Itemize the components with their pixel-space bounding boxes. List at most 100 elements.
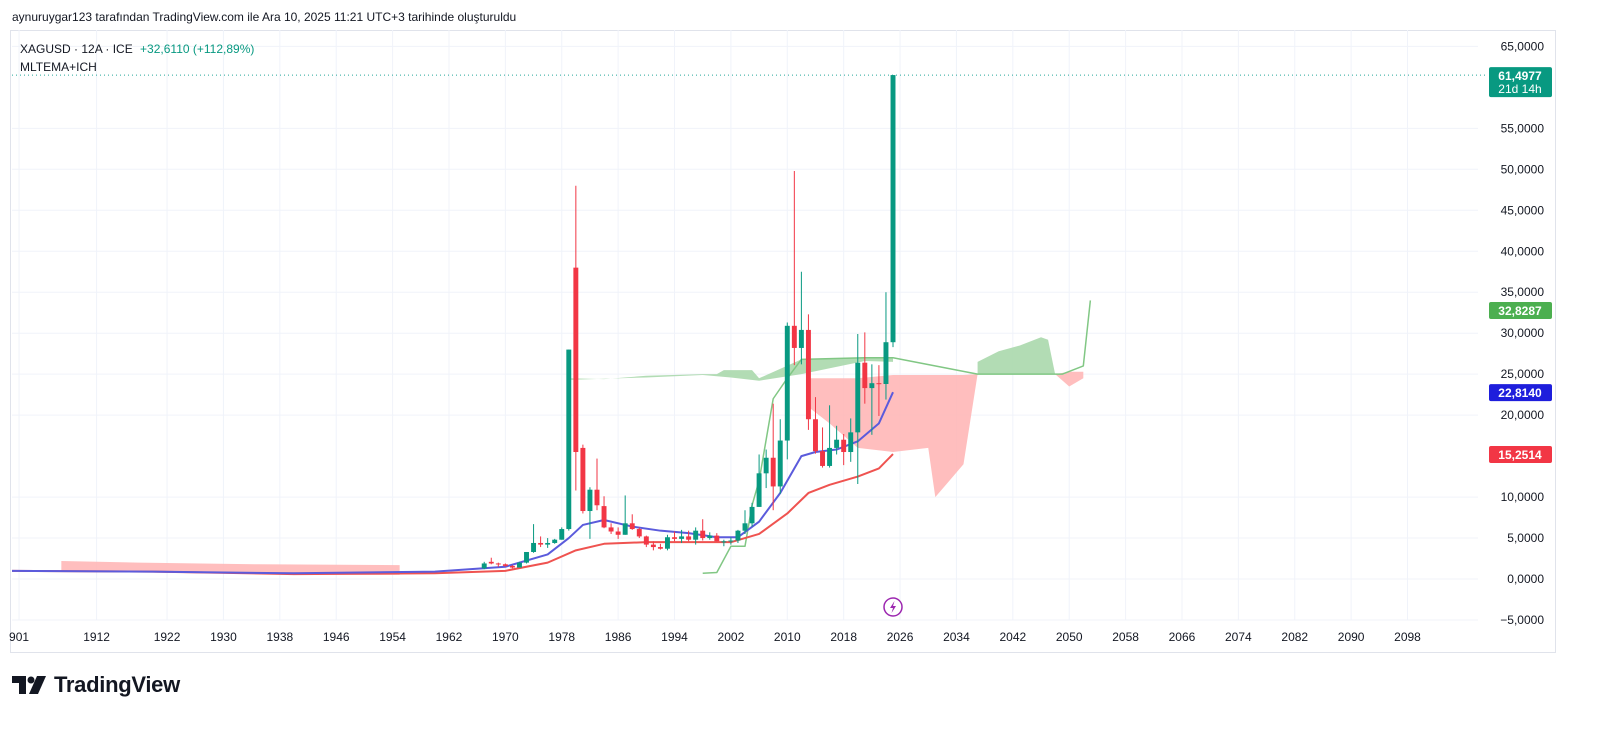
candle (735, 529, 741, 543)
candle (791, 170, 797, 366)
candle-body (784, 325, 790, 441)
candle (714, 533, 720, 542)
candle-body (728, 540, 734, 542)
candle-body (735, 530, 741, 541)
candle (643, 535, 649, 548)
x-tick-label: 2018 (830, 630, 857, 644)
y-tick-label: 25,0000 (1501, 367, 1545, 381)
x-tick-label: 1946 (323, 630, 350, 644)
candle-body (481, 563, 487, 569)
price-label-text: 15,2514 (1498, 448, 1542, 462)
candle-body (848, 432, 854, 453)
brand-name[interactable]: TradingView (54, 672, 180, 697)
candle-body (883, 342, 889, 384)
candle (876, 365, 882, 416)
candle (763, 449, 769, 489)
x-tick-label: 2058 (1112, 630, 1139, 644)
candle-body (587, 489, 593, 512)
candle-body (622, 523, 628, 535)
x-tick-label: 2098 (1394, 630, 1421, 644)
x-tick-label: 2026 (887, 630, 914, 644)
candle-body (488, 561, 494, 564)
indicator-label[interactable]: MLTEMA+ICH (20, 60, 97, 74)
candle (883, 292, 889, 400)
candle (813, 397, 818, 454)
x-tick-label: 1912 (83, 630, 110, 644)
candle-body (552, 539, 558, 543)
x-tick-label: 1954 (379, 630, 406, 644)
candle-body (827, 447, 833, 466)
y-tick-label: 50,0000 (1501, 162, 1545, 176)
candle-body (643, 536, 649, 545)
y-tick-label: 30,0000 (1501, 326, 1545, 340)
candle-body (798, 329, 804, 348)
candle-body (629, 523, 635, 530)
x-tick-label: 901 (9, 630, 29, 644)
candle (650, 541, 656, 551)
candle (728, 537, 734, 545)
bullish-cloud (568, 357, 894, 381)
candle (855, 334, 861, 484)
x-tick-label: 2090 (1338, 630, 1365, 644)
candle-body (813, 419, 818, 452)
candle (524, 551, 529, 564)
y-tick-label: 55,0000 (1501, 121, 1545, 135)
candle-body (531, 542, 537, 552)
x-tick-label: 1962 (436, 630, 463, 644)
candle (707, 532, 713, 540)
candle-body (672, 537, 677, 539)
y-tick-label: −5,0000 (1500, 613, 1544, 627)
candle-body (805, 329, 811, 420)
candle (721, 539, 727, 547)
candle-body (545, 542, 551, 545)
chart-caption: aynuruygar123 tarafından TradingView.com… (12, 10, 517, 24)
x-tick-label: 2042 (999, 630, 1026, 644)
price-label-bg (1489, 384, 1552, 402)
candle-body (862, 362, 868, 389)
candle-body (566, 349, 572, 530)
candle (622, 495, 628, 535)
y-tick-label: 45,0000 (1501, 203, 1545, 217)
candle-body (615, 531, 621, 535)
candle-body (742, 523, 748, 531)
price-label-bg (1489, 446, 1552, 464)
candle (594, 458, 600, 511)
y-tick-label: 20,0000 (1501, 408, 1545, 422)
candle (488, 557, 494, 565)
candle (587, 487, 593, 539)
candle (756, 454, 762, 507)
candle-body (700, 530, 706, 539)
candle (805, 314, 811, 430)
lightning-icon[interactable] (883, 597, 903, 617)
candle (580, 444, 586, 514)
candle-body (601, 506, 607, 528)
price-label-bg (1489, 67, 1552, 98)
candle (545, 538, 551, 548)
symbol-label[interactable]: XAGUSD · 12A · ICE (20, 42, 133, 56)
price-label-bg (1489, 302, 1552, 320)
candle-body (524, 551, 529, 563)
price-label: 15,2514 (1489, 446, 1552, 464)
candle-body (756, 473, 762, 507)
candle-body (791, 325, 797, 348)
candle (798, 271, 804, 365)
candle-body (665, 537, 670, 549)
candle-body (693, 530, 699, 540)
x-tick-label: 2010 (774, 630, 801, 644)
candle-body (636, 529, 642, 537)
candle (566, 349, 572, 531)
event-marker-bolt (890, 601, 897, 613)
x-tick-label: 1986 (605, 630, 632, 644)
candle (573, 185, 579, 491)
tradingview-logo-icon[interactable] (12, 676, 46, 694)
candles (481, 75, 896, 570)
bearish-cloud (808, 374, 978, 498)
candle-body (876, 383, 882, 385)
candle-body (777, 440, 783, 487)
candle (693, 527, 699, 545)
footer: TradingView (12, 672, 180, 698)
candle-body (855, 362, 861, 433)
x-tick-label: 1978 (548, 630, 575, 644)
